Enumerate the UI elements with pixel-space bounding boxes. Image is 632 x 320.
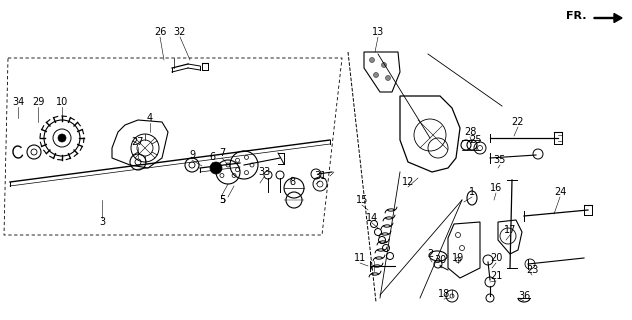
Text: 1: 1 <box>469 187 475 197</box>
Text: 20: 20 <box>490 253 502 263</box>
Text: 35: 35 <box>494 155 506 165</box>
Text: 19: 19 <box>452 253 464 263</box>
Text: 12: 12 <box>402 177 414 187</box>
Text: 33: 33 <box>258 167 270 177</box>
Text: 16: 16 <box>490 183 502 193</box>
Circle shape <box>58 134 66 142</box>
Text: 6: 6 <box>209 152 215 162</box>
Text: 13: 13 <box>372 27 384 37</box>
Text: 34: 34 <box>12 97 24 107</box>
Text: 32: 32 <box>174 27 186 37</box>
Text: 4: 4 <box>147 113 153 123</box>
Text: 3: 3 <box>99 217 105 227</box>
Text: 27: 27 <box>131 137 144 147</box>
Text: 22: 22 <box>512 117 525 127</box>
Circle shape <box>370 58 375 62</box>
FancyArrow shape <box>594 13 622 22</box>
Circle shape <box>382 62 387 68</box>
Text: 7: 7 <box>219 148 225 158</box>
Text: 15: 15 <box>356 195 368 205</box>
Text: 26: 26 <box>154 27 166 37</box>
Text: 29: 29 <box>32 97 44 107</box>
Text: 2: 2 <box>427 249 433 259</box>
Circle shape <box>374 73 379 77</box>
Text: 8: 8 <box>289 177 295 187</box>
Text: 36: 36 <box>518 291 530 301</box>
Text: 30: 30 <box>434 255 446 265</box>
Text: 9: 9 <box>189 150 195 160</box>
Text: 31: 31 <box>314 171 326 181</box>
Text: 14: 14 <box>366 213 378 223</box>
Circle shape <box>210 162 222 174</box>
Text: 10: 10 <box>56 97 68 107</box>
Text: 18: 18 <box>438 289 450 299</box>
Text: FR.: FR. <box>566 11 586 21</box>
Text: 23: 23 <box>526 265 538 275</box>
Text: 5: 5 <box>219 195 225 205</box>
Text: 25: 25 <box>470 135 482 145</box>
Text: 11: 11 <box>354 253 366 263</box>
Text: 28: 28 <box>464 127 476 137</box>
Text: 21: 21 <box>490 271 502 281</box>
Text: 5: 5 <box>219 195 225 205</box>
Text: 24: 24 <box>554 187 566 197</box>
Circle shape <box>386 76 391 81</box>
Text: 17: 17 <box>504 225 516 235</box>
